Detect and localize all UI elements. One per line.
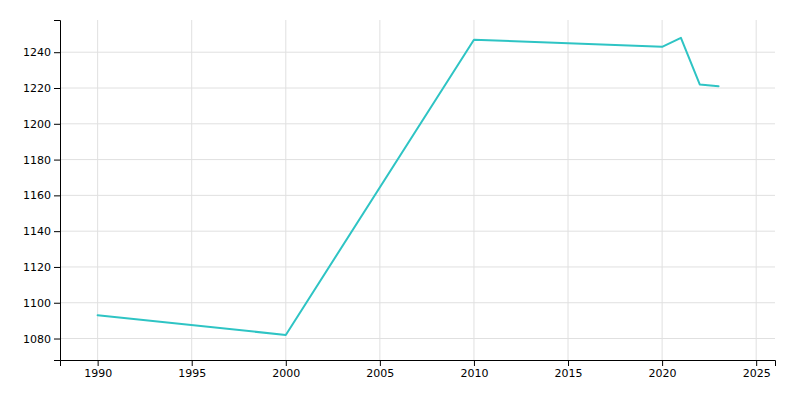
y-tick: 1080 <box>23 333 60 346</box>
y-tick-mark <box>54 267 60 268</box>
y-tick-mark <box>54 195 60 196</box>
x-tick-mark <box>98 360 99 366</box>
x-tick-mark <box>192 360 193 366</box>
x-axis: 1990 1995 2000 2005 2010 2015 2020 2025 <box>61 360 776 380</box>
x-tick-label: 2000 <box>272 367 300 380</box>
y-grid-line <box>60 195 775 196</box>
y-tick: 1180 <box>23 154 60 167</box>
marks <box>98 38 719 335</box>
x-tick-mark <box>756 360 757 366</box>
x-grid-line <box>97 20 98 360</box>
y-tick-label: 1220 <box>23 82 51 95</box>
x-tick-mark <box>474 360 475 366</box>
y-grid-line <box>60 52 775 53</box>
x-tick-label: 2010 <box>460 367 488 380</box>
y-tick: 1240 <box>23 46 60 59</box>
y-tick-mark <box>54 160 60 161</box>
x-tick: 2020 <box>649 360 677 380</box>
y-tick-mark <box>54 339 60 340</box>
x-grid-line <box>756 20 757 360</box>
y-axis: 1080 1100 1120 1140 1160 1180 1200 1220 1240 <box>23 21 61 361</box>
x-tick: 2000 <box>272 360 300 380</box>
x-tick-mark <box>286 360 287 366</box>
chart-container: 1990 1995 2000 2005 2010 2015 2020 2025 1080 1100… <box>0 0 800 400</box>
x-axis-line <box>61 361 776 367</box>
y-tick-label: 1080 <box>23 333 51 346</box>
y-tick: 1120 <box>23 261 60 274</box>
chart-svg: 1990 1995 2000 2005 2010 2015 2020 2025 1080 1100… <box>0 0 800 400</box>
y-tick: 1140 <box>23 225 60 238</box>
grid <box>60 20 775 360</box>
x-tick-label: 2015 <box>555 367 583 380</box>
y-tick: 1160 <box>23 189 60 202</box>
y-tick-mark <box>54 52 60 53</box>
y-tick-label: 1140 <box>23 225 51 238</box>
x-tick: 2010 <box>460 360 488 380</box>
x-tick: 1990 <box>84 360 112 380</box>
y-grid-line <box>60 123 775 124</box>
x-grid-line <box>379 20 380 360</box>
y-tick: 1100 <box>23 297 60 310</box>
y-tick-mark <box>54 88 60 89</box>
x-tick-mark <box>380 360 381 366</box>
y-tick: 1200 <box>23 118 60 131</box>
x-grid-line <box>191 20 192 360</box>
x-grid-line <box>285 20 286 360</box>
x-tick: 2015 <box>555 360 583 380</box>
x-tick-mark <box>662 360 663 366</box>
x-tick: 1995 <box>178 360 206 380</box>
y-tick-label: 1120 <box>23 261 51 274</box>
x-tick-label: 1990 <box>84 367 112 380</box>
y-tick-label: 1240 <box>23 46 51 59</box>
x-grid-line <box>568 20 569 360</box>
y-tick-mark <box>54 231 60 232</box>
y-tick-label: 1160 <box>23 189 51 202</box>
x-grid-line <box>662 20 663 360</box>
y-grid-line <box>60 266 775 267</box>
y-tick-label: 1180 <box>23 154 51 167</box>
y-grid-line <box>60 231 775 232</box>
x-tick-label: 2005 <box>366 367 394 380</box>
x-tick-label: 1995 <box>178 367 206 380</box>
y-tick: 1220 <box>23 82 60 95</box>
y-grid-line <box>60 338 775 339</box>
y-tick-label: 1200 <box>23 118 51 131</box>
x-tick-label: 2025 <box>743 367 771 380</box>
data-line <box>98 38 719 335</box>
x-tick: 2005 <box>366 360 394 380</box>
y-axis-line <box>54 21 61 361</box>
x-tick-mark <box>568 360 569 366</box>
y-grid-line <box>60 159 775 160</box>
y-grid-line <box>60 88 775 89</box>
y-tick-label: 1100 <box>23 297 51 310</box>
x-tick: 2025 <box>743 360 771 380</box>
y-grid-line <box>60 302 775 303</box>
x-grid-line <box>473 20 474 360</box>
y-tick-mark <box>54 124 60 125</box>
y-tick-mark <box>54 303 60 304</box>
x-tick-label: 2020 <box>649 367 677 380</box>
